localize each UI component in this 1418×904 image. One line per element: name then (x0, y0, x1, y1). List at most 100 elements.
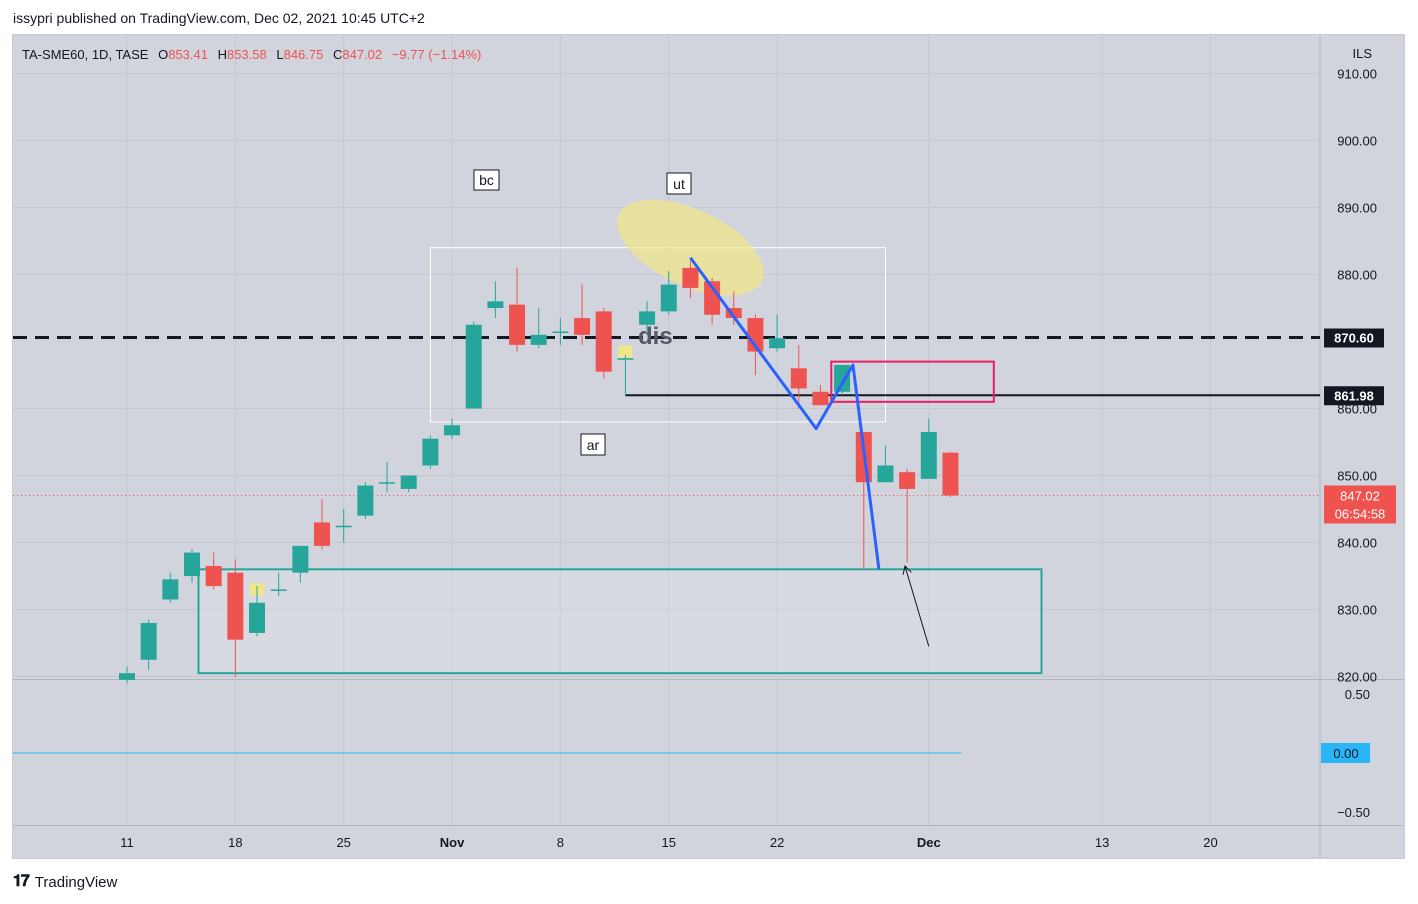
indicator-zero-badge-text: 0.00 (1333, 746, 1358, 761)
time-tick-label: Dec (917, 835, 941, 850)
candle (552, 318, 569, 345)
candle-body (400, 475, 417, 489)
legend-high-value: 853.58 (227, 47, 267, 62)
candle (790, 344, 807, 409)
candle (465, 321, 482, 409)
candle (530, 308, 547, 349)
candle (444, 418, 461, 439)
legend-change: −9.77 (−1.14%) (392, 47, 482, 62)
candle-body (270, 589, 287, 591)
tradingview-brand: TradingView (34, 873, 118, 891)
candle-body (617, 358, 634, 360)
candle-body (205, 565, 222, 587)
candle-body (639, 311, 656, 325)
candle (487, 281, 504, 319)
time-tick-label: Nov (440, 835, 465, 850)
drawing-layer-back (13, 199, 1320, 754)
candle-body (877, 465, 894, 483)
label-ut[interactable]: ut (666, 172, 692, 195)
price-tick-label: 830.00 (1337, 603, 1377, 618)
upthrust-highlight-ellipse (617, 199, 764, 296)
price-tick-label: 820.00 (1337, 670, 1377, 685)
price-tick-label: 900.00 (1337, 134, 1377, 149)
last-price-countdown: 06:54:58 (1335, 506, 1386, 521)
candle-body (487, 301, 504, 309)
candle (834, 364, 851, 396)
legend-high-label: H (218, 47, 227, 62)
candle (509, 267, 526, 352)
price-tick-label: 840.00 (1337, 536, 1377, 551)
candle-body (942, 452, 959, 496)
candle-body (899, 472, 916, 489)
candle (660, 271, 677, 315)
candle-body (509, 304, 526, 345)
candles-layer[interactable] (119, 261, 959, 684)
price-tick-label: 860.00 (1337, 402, 1377, 417)
time-tick-label: 15 (662, 835, 676, 850)
candle (639, 301, 656, 332)
candle-body (292, 545, 309, 573)
candle-body (530, 334, 547, 345)
candle-body (422, 438, 439, 466)
time-tick-label: 18 (228, 835, 242, 850)
candle-body (725, 308, 742, 319)
candle (400, 475, 417, 493)
label-bc-text: bc (479, 172, 494, 188)
label-ar[interactable]: ar (580, 433, 606, 456)
candle-body (660, 284, 677, 312)
candle-body (682, 267, 699, 288)
time-tick-label: 20 (1203, 835, 1217, 850)
candle-body (379, 482, 396, 484)
label-dis[interactable]: dis (638, 323, 673, 350)
candle (335, 509, 352, 543)
candle (769, 314, 786, 352)
legend-symbol: TA-SME60, 1D, TASE (22, 47, 149, 62)
candle (574, 284, 591, 345)
candle-body (249, 602, 266, 633)
last-price-badge: 847.02 06:54:58 (1324, 485, 1396, 524)
candle-body (184, 552, 201, 577)
legend: TA-SME60, 1D, TASE O853.41 H853.58 L846.… (22, 47, 481, 62)
indicator-tick-label: −0.50 (1337, 805, 1370, 820)
candle (920, 418, 937, 479)
price-badge-box (1324, 386, 1384, 406)
wyckoff-path-line (689, 256, 881, 570)
publisher-line: issypri published on TradingView.com, De… (13, 10, 425, 26)
candle (184, 549, 201, 583)
candle-body (834, 364, 851, 392)
time-tick-label: 25 (336, 835, 350, 850)
candle (812, 385, 829, 406)
candle-body (704, 281, 721, 315)
label-ar-text: ar (587, 437, 600, 453)
candle (422, 435, 439, 469)
candle-body (119, 673, 135, 680)
drawing-layer-front (689, 256, 995, 647)
candle-body (314, 522, 331, 546)
indicator-zero-badge: 0.00 (1321, 743, 1370, 763)
candle-body (162, 579, 179, 600)
price-tick-label: 910.00 (1337, 67, 1377, 82)
candle-body (227, 572, 244, 640)
label-bc[interactable]: bc (473, 169, 500, 191)
candle (942, 451, 959, 498)
candle (379, 462, 396, 493)
last-price-value: 847.02 (1340, 488, 1380, 503)
label-ar-box (580, 433, 606, 456)
label-ut-box (666, 172, 692, 195)
candle (357, 482, 374, 520)
price-badge-label: 870.60 (1334, 331, 1374, 346)
time-tick-label: 11 (120, 835, 134, 850)
candle (205, 552, 222, 590)
currency-label: ILS (1352, 46, 1372, 61)
time-axis-ticks: 11 18 25 Nov 8 15 22 Dec 13 20 (120, 835, 1217, 850)
candle-body (769, 338, 786, 349)
candle-body (574, 318, 591, 335)
indicator-zero-badge-box (1321, 743, 1370, 763)
label-bc-box (473, 169, 500, 191)
indicator-axis-ticks: 0.50 −0.50 (1337, 687, 1370, 820)
indicator-tick-label: 0.50 (1345, 687, 1370, 702)
label-ut-text: ut (673, 176, 685, 192)
candle (314, 498, 331, 550)
candle (227, 559, 244, 677)
